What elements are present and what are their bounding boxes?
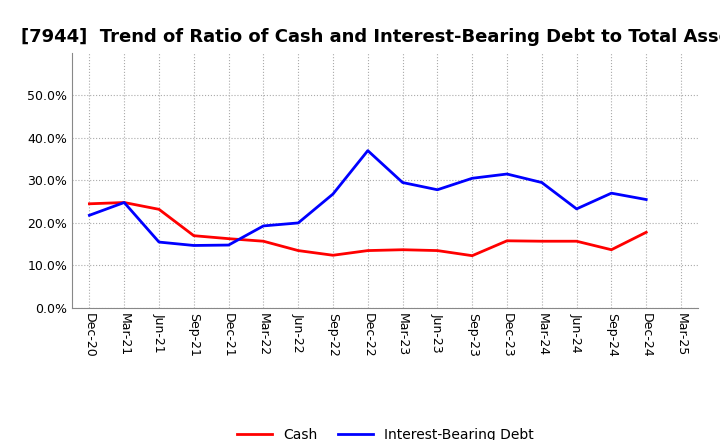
Cash — [120, 200, 129, 205]
Cash — [155, 207, 163, 212]
Interest-Bearing Debt — [328, 191, 337, 197]
Interest-Bearing Debt — [85, 213, 94, 218]
Cash — [572, 238, 581, 244]
Interest-Bearing Debt — [155, 239, 163, 245]
Legend: Cash, Interest-Bearing Debt: Cash, Interest-Bearing Debt — [231, 422, 539, 440]
Interest-Bearing Debt — [537, 180, 546, 185]
Interest-Bearing Debt — [225, 242, 233, 248]
Line: Cash: Cash — [89, 202, 647, 256]
Cash — [259, 238, 268, 244]
Interest-Bearing Debt — [433, 187, 442, 192]
Cash — [85, 201, 94, 206]
Interest-Bearing Debt — [364, 148, 372, 153]
Interest-Bearing Debt — [189, 243, 198, 248]
Cash — [607, 247, 616, 253]
Title: [7944]  Trend of Ratio of Cash and Interest-Bearing Debt to Total Assets: [7944] Trend of Ratio of Cash and Intere… — [21, 28, 720, 46]
Cash — [294, 248, 302, 253]
Line: Interest-Bearing Debt: Interest-Bearing Debt — [89, 150, 647, 246]
Interest-Bearing Debt — [572, 206, 581, 212]
Cash — [189, 233, 198, 238]
Cash — [503, 238, 511, 243]
Cash — [468, 253, 477, 258]
Interest-Bearing Debt — [642, 197, 651, 202]
Interest-Bearing Debt — [607, 191, 616, 196]
Cash — [364, 248, 372, 253]
Interest-Bearing Debt — [503, 171, 511, 176]
Interest-Bearing Debt — [398, 180, 407, 185]
Cash — [328, 253, 337, 258]
Cash — [642, 230, 651, 235]
Interest-Bearing Debt — [294, 220, 302, 226]
Cash — [537, 238, 546, 244]
Cash — [433, 248, 442, 253]
Interest-Bearing Debt — [468, 176, 477, 181]
Cash — [398, 247, 407, 253]
Cash — [225, 236, 233, 241]
Interest-Bearing Debt — [120, 200, 129, 205]
Interest-Bearing Debt — [259, 223, 268, 228]
